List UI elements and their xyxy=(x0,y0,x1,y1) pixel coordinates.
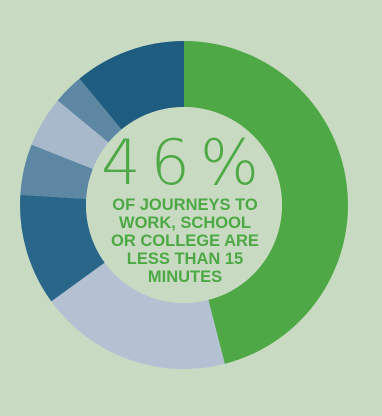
donut-slice-6 xyxy=(57,78,122,143)
caption-line: OR COLLEGE ARE xyxy=(111,232,259,250)
caption-line: LESS THAN 15 xyxy=(126,250,244,268)
caption-line: WORK, SCHOOL xyxy=(119,214,251,232)
headline-percentage: 46% xyxy=(101,126,269,199)
donut-hole xyxy=(86,107,282,303)
caption: OF JOURNEYS TO WORK, SCHOOL OR COLLEGE A… xyxy=(70,196,300,286)
donut-slice-4 xyxy=(20,144,93,199)
caption-line: OF JOURNEYS TO xyxy=(112,196,258,214)
donut-slice-3 xyxy=(19,194,105,302)
caption-line: MINUTES xyxy=(147,268,223,286)
donut-slice-7 xyxy=(79,41,184,130)
donut-slice-1 xyxy=(184,41,348,364)
donut-slice-5 xyxy=(31,100,109,169)
donut-slice-2 xyxy=(51,262,225,370)
